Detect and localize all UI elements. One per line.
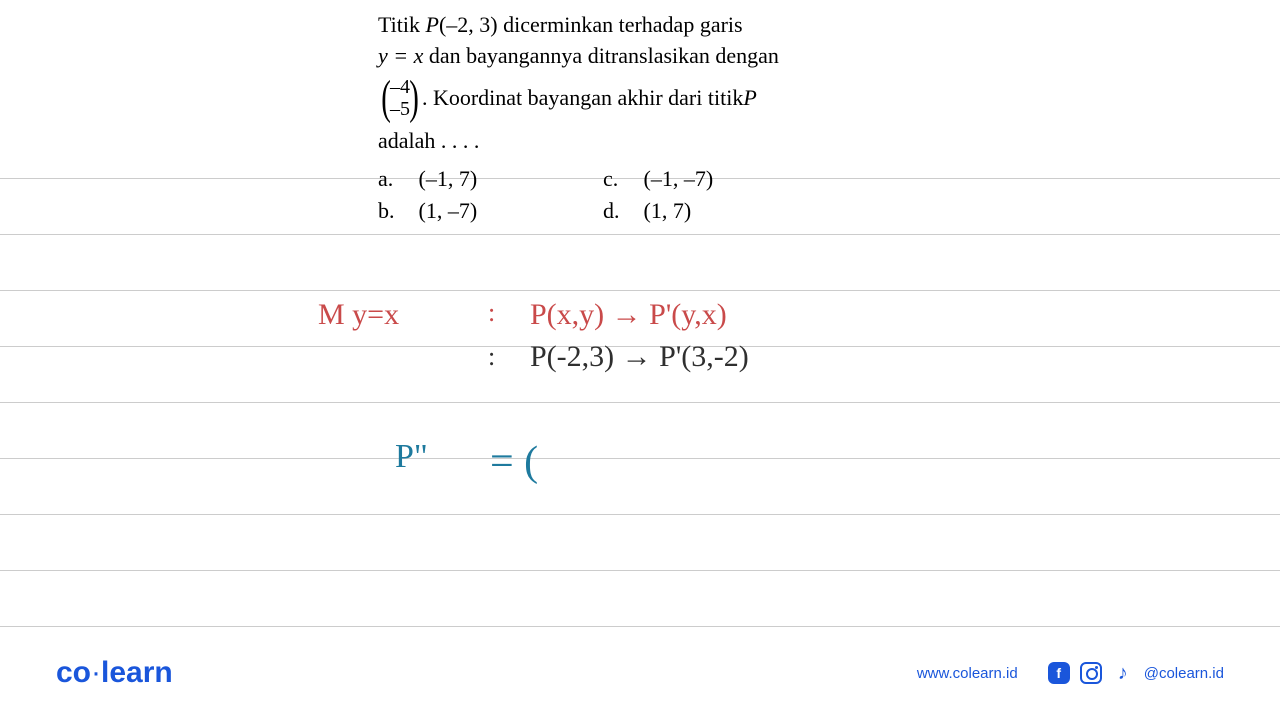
ruled-line xyxy=(0,290,1280,291)
ruled-line xyxy=(0,626,1280,627)
handwriting-reflect-rule: P(x,y) → P'(y,x) xyxy=(530,298,727,332)
matrix-bot: –5 xyxy=(390,98,410,120)
point-p: P xyxy=(426,12,439,37)
matrix-top: –4 xyxy=(390,76,410,98)
options-row-2: b. (1, –7) d. (1, 7) xyxy=(378,198,918,224)
handwriting-reflect-apply: P(-2,3) → P'(3,-2) xyxy=(530,340,749,374)
problem-line-3: ( –4 –5 ) . Koordinat bayangan akhir dar… xyxy=(378,76,918,120)
problem-line-4: adalah . . . . xyxy=(378,126,918,157)
ruled-line xyxy=(0,402,1280,403)
problem-line-2: y = x dan bayangannya ditranslasikan den… xyxy=(378,41,918,72)
ruled-line xyxy=(0,234,1280,235)
handwriting-colon-1: : xyxy=(488,298,495,328)
options-row-1: a. (–1, 7) c. (–1, –7) xyxy=(378,166,918,192)
option-a-label: a. xyxy=(378,166,413,192)
text: Titik xyxy=(378,12,426,37)
paren-left-icon: ( xyxy=(381,76,391,119)
paren-right-icon: ) xyxy=(409,76,419,119)
text: dicerminkan terhadap garis xyxy=(503,12,742,37)
footer-right: www.colearn.id f ♪ @colearn.id xyxy=(917,662,1224,684)
option-d-label: d. xyxy=(603,198,638,224)
ruled-line xyxy=(0,458,1280,459)
logo-co: co xyxy=(56,656,91,689)
option-a-value: (–1, 7) xyxy=(419,166,478,191)
option-c-value: (–1, –7) xyxy=(644,166,714,191)
option-b-label: b. xyxy=(378,198,413,224)
tiktok-icon: ♪ xyxy=(1112,662,1134,684)
problem-text: Titik P(–2, 3) dicerminkan terhadap gari… xyxy=(378,10,918,224)
text: . Koordinat bayangan akhir dari titik xyxy=(422,85,743,111)
coords: (–2, 3) xyxy=(439,12,503,37)
handwriting-equals-paren: = ( xyxy=(490,438,538,486)
footer: co·learn www.colearn.id f ♪ @colearn.id xyxy=(0,656,1280,690)
facebook-icon: f xyxy=(1048,662,1070,684)
footer-url: www.colearn.id xyxy=(917,665,1018,682)
ruled-line xyxy=(0,570,1280,571)
ruled-line xyxy=(0,514,1280,515)
option-d-value: (1, 7) xyxy=(644,198,692,223)
handwriting-p-double-prime: P" xyxy=(395,438,428,476)
footer-handle: @colearn.id xyxy=(1144,665,1224,682)
text: dan bayangannya ditranslasikan dengan xyxy=(423,43,779,68)
handwriting-reflect-lhs: M y=x xyxy=(318,298,399,332)
option-b-value: (1, –7) xyxy=(419,198,478,223)
handwriting-colon-2: : xyxy=(488,342,495,372)
logo-learn: learn xyxy=(101,656,173,689)
logo-dot: · xyxy=(91,656,101,689)
brand-logo: co·learn xyxy=(56,656,173,690)
instagram-icon xyxy=(1080,662,1102,684)
equation: y = x xyxy=(378,43,423,68)
problem-line-1: Titik P(–2, 3) dicerminkan terhadap gari… xyxy=(378,10,918,41)
matrix-values: –4 –5 xyxy=(390,76,410,120)
option-c-label: c. xyxy=(603,166,638,192)
point-p: P xyxy=(743,85,756,111)
